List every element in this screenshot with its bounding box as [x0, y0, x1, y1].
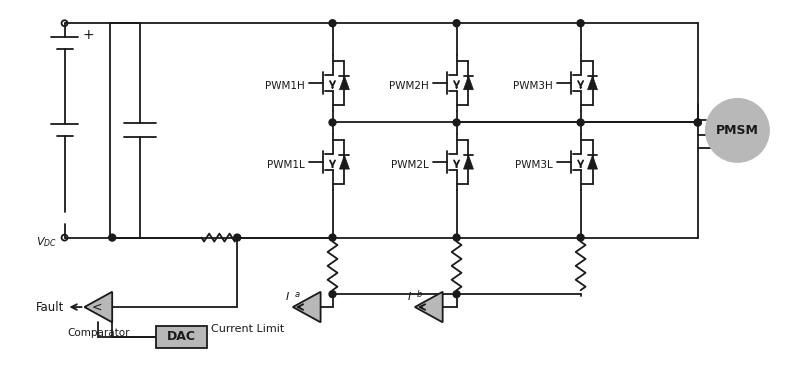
FancyBboxPatch shape — [156, 326, 207, 348]
Text: PMSM: PMSM — [716, 124, 759, 137]
Circle shape — [329, 234, 336, 241]
Circle shape — [109, 234, 116, 241]
Text: PWM1H: PWM1H — [265, 81, 305, 91]
Text: Current Limit: Current Limit — [211, 324, 285, 334]
Circle shape — [453, 234, 460, 241]
Circle shape — [329, 20, 336, 27]
Text: PWM3L: PWM3L — [515, 160, 553, 170]
Circle shape — [577, 119, 584, 126]
Polygon shape — [85, 292, 112, 322]
Polygon shape — [293, 292, 321, 322]
Circle shape — [577, 234, 584, 241]
Text: PWM3H: PWM3H — [513, 81, 553, 91]
Circle shape — [706, 99, 769, 162]
Text: I: I — [408, 292, 411, 302]
Circle shape — [453, 20, 460, 27]
Circle shape — [329, 291, 336, 298]
Text: DAC: DAC — [167, 330, 196, 343]
Polygon shape — [415, 292, 442, 322]
Polygon shape — [587, 76, 598, 90]
Text: $V_{DC}$: $V_{DC}$ — [36, 236, 58, 249]
Text: a: a — [295, 290, 300, 299]
Polygon shape — [463, 76, 474, 90]
Text: I: I — [286, 292, 289, 302]
Text: Fault: Fault — [36, 300, 65, 314]
Circle shape — [694, 119, 701, 126]
Text: PWM2L: PWM2L — [391, 160, 429, 170]
Circle shape — [453, 291, 460, 298]
Text: Comparator: Comparator — [67, 328, 130, 338]
Text: +: + — [82, 28, 94, 42]
Circle shape — [694, 119, 701, 126]
Polygon shape — [339, 76, 350, 90]
Polygon shape — [587, 155, 598, 169]
Polygon shape — [463, 155, 474, 169]
Text: PWM1L: PWM1L — [267, 160, 305, 170]
Circle shape — [234, 234, 241, 241]
Text: <: < — [92, 300, 102, 314]
Circle shape — [577, 20, 584, 27]
Circle shape — [329, 119, 336, 126]
Circle shape — [453, 119, 460, 126]
Text: b: b — [417, 290, 422, 299]
Polygon shape — [339, 155, 350, 169]
Text: PWM2H: PWM2H — [389, 81, 429, 91]
